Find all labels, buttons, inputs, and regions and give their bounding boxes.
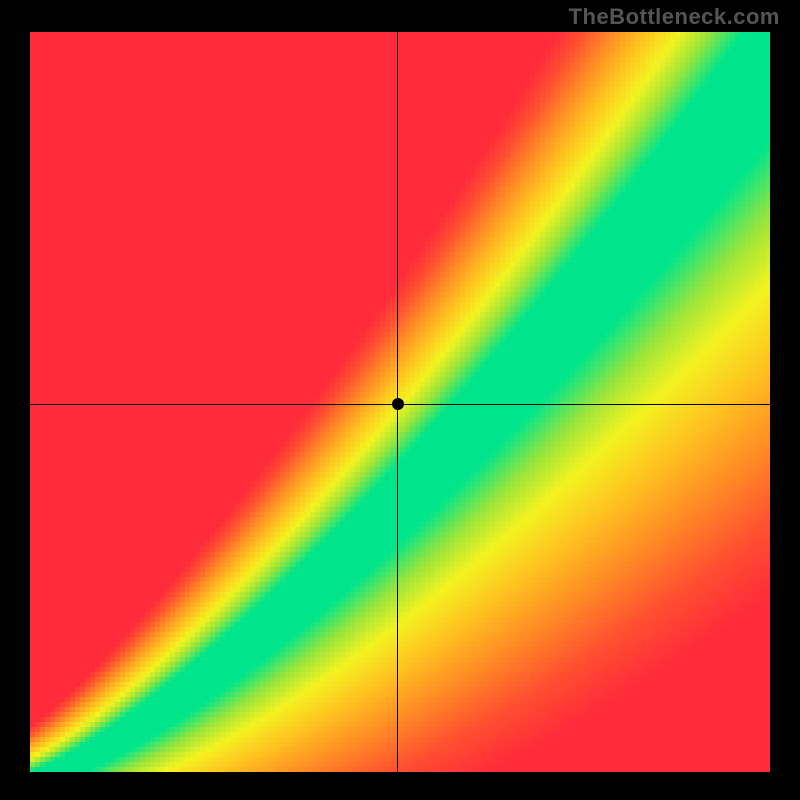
crosshair-marker-dot — [392, 398, 404, 410]
heatmap-plot — [30, 32, 770, 772]
watermark-text: TheBottleneck.com — [569, 4, 780, 30]
chart-container: TheBottleneck.com — [0, 0, 800, 800]
